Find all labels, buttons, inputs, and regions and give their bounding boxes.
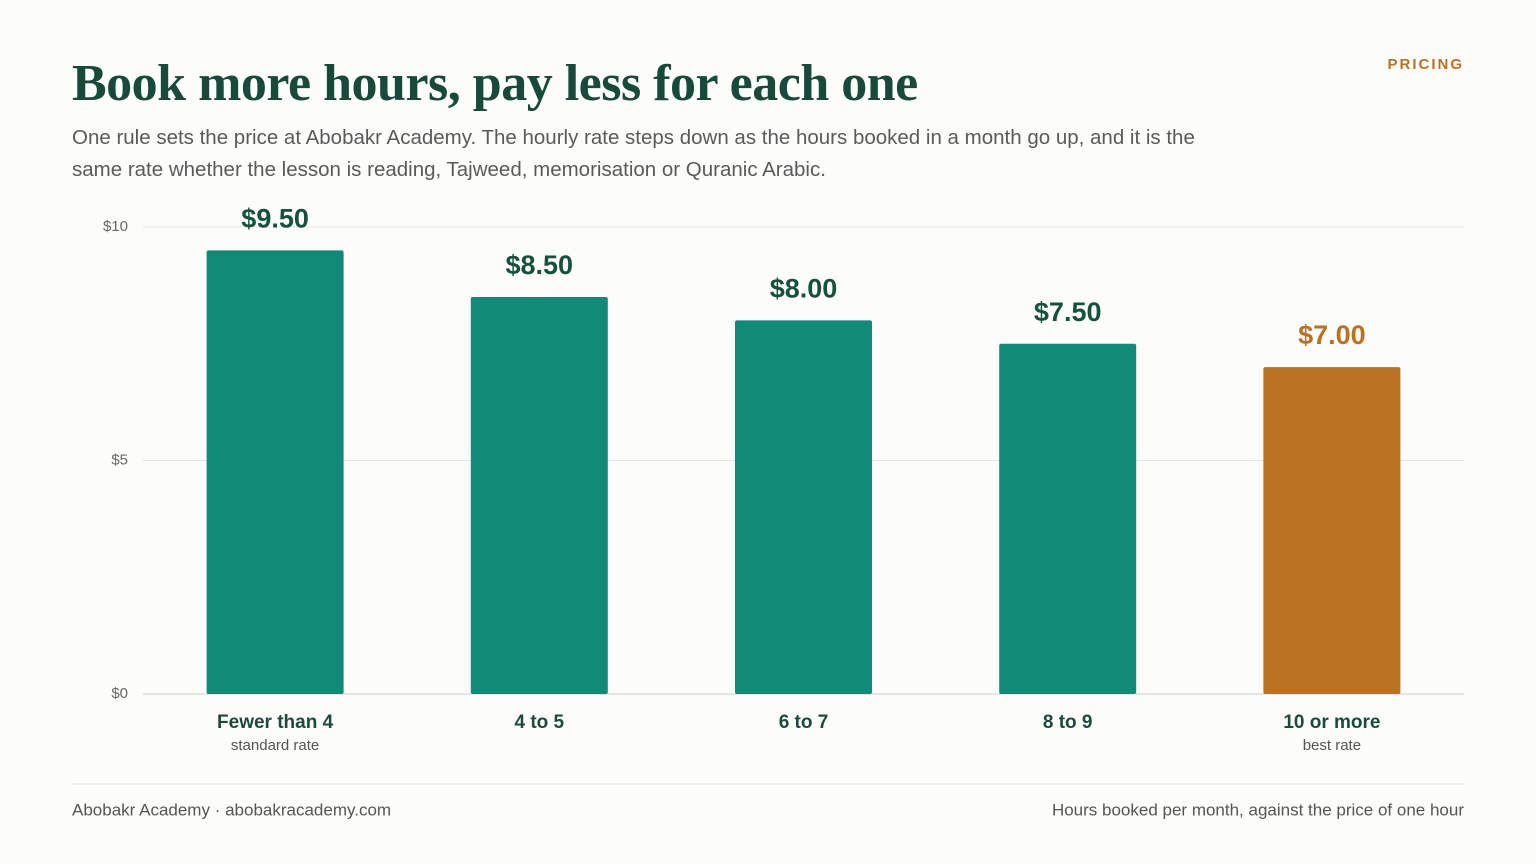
bar [735,320,872,694]
bar [1263,367,1401,694]
bar [206,250,344,694]
y-tick-label: $5 [111,451,128,468]
x-tick-label: 4 to 5 [514,712,564,733]
x-tick-label: 10 or more [1283,712,1380,733]
x-tick-label: Fewer than 4 [217,712,334,733]
chart-subtitle: One rule sets the price at Abobakr Acade… [72,126,1195,181]
value-label: $8.50 [506,250,574,280]
x-tick-sublabel: standard rate [231,737,319,754]
eyebrow: PRICING [1387,56,1464,73]
x-tick-sublabel: best rate [1303,737,1361,754]
value-label: $7.50 [1034,297,1102,327]
y-tick-label: $0 [111,685,128,702]
x-tick-label: 6 to 7 [779,712,829,733]
chart-title: Book more hours, pay less for each one [72,55,918,112]
x-tick-label: 8 to 9 [1043,712,1093,733]
value-label: $9.50 [241,203,309,233]
value-label: $8.00 [770,274,838,304]
y-tick-label: $10 [103,218,128,235]
bar [999,343,1137,694]
footer-right: Hours booked per month, against the pric… [1052,800,1464,819]
bar [470,297,608,694]
footer-left: Abobakr Academy · abobakracademy.com [72,800,391,819]
value-label: $7.00 [1298,320,1366,350]
